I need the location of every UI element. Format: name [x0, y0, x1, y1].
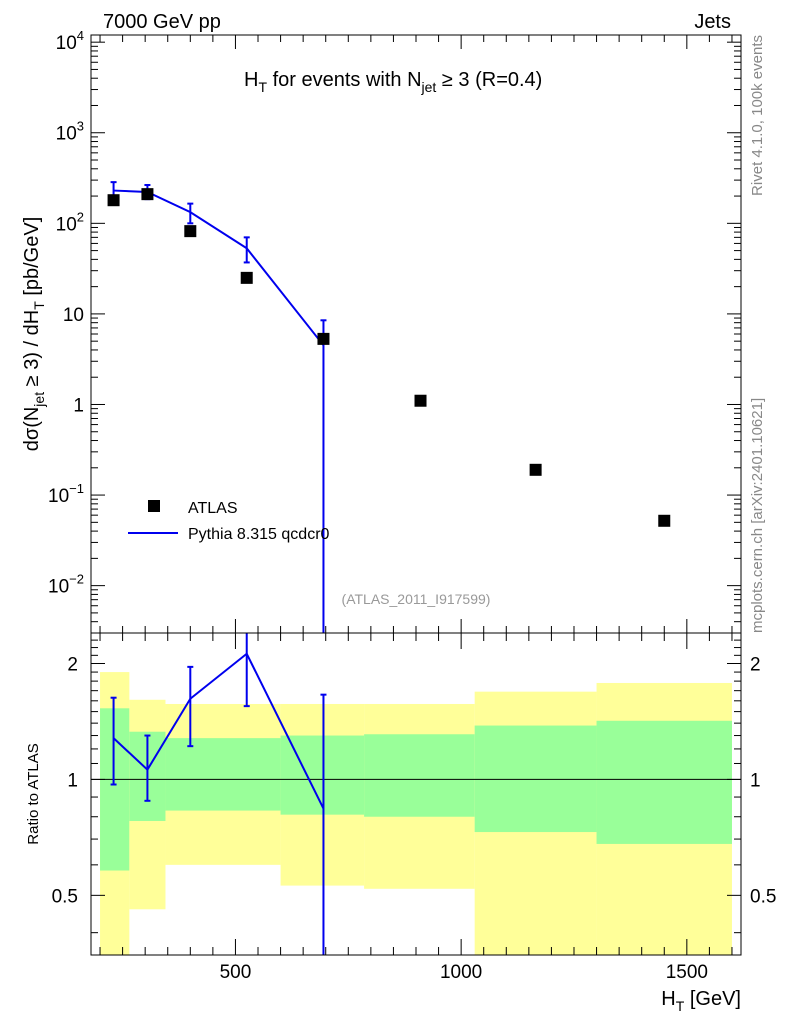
- ratio-y-tick-labels: 0.5 0.5 1 1 2 2: [52, 654, 777, 907]
- data-point: [658, 514, 671, 527]
- main-axis-ticks: [91, 35, 741, 634]
- main-panel: 10−2 10−1 1 10 102 103 104 HT for events with …: [21, 28, 742, 634]
- data-point: [529, 463, 542, 476]
- mcplots-reference-label: mcplots.cern.ch [arXiv:2401.10621]: [749, 398, 766, 633]
- y-tick-label: 1: [73, 395, 84, 416]
- y-tick-label: 102: [56, 209, 84, 235]
- x-axis-label: HT [GeV]: [661, 988, 741, 1014]
- ratio-y-tick-label-right: 0.5: [750, 886, 776, 907]
- mc-series-main: [110, 181, 327, 633]
- x-tick-label: 500: [220, 962, 252, 983]
- data-point: [184, 225, 197, 238]
- ratio-y-tick-label-right: 2: [750, 654, 761, 675]
- rivet-version-label: Rivet 4.1.0, 100k events: [749, 35, 766, 196]
- legend-mc-label: Pythia 8.315 qcdcr0: [188, 526, 330, 543]
- x-tick-label: 1500: [666, 962, 708, 983]
- x-tick-label: 1000: [440, 962, 482, 983]
- data-point: [414, 394, 427, 407]
- main-plot-frame: [90, 34, 742, 634]
- data-point: [107, 194, 120, 207]
- inner-uncertainty-band: [596, 720, 732, 844]
- x-tick-labels: 500 1000 1500: [220, 962, 708, 983]
- y-tick-label: 10−2: [48, 572, 84, 598]
- ratio-panel: 0.5 0.5 1 1 2 2 500 1000 1500 Ratio to ATLAS HT…: [25, 632, 777, 1014]
- legend: ATLAS Pythia 8.315 qcdcr0: [128, 500, 330, 543]
- inner-uncertainty-band: [100, 708, 130, 871]
- y-tick-label: 10: [63, 305, 84, 326]
- ratio-uncertainty-bands: [100, 672, 732, 955]
- mc-series-ratio: [110, 633, 327, 955]
- beam-energy-label: 7000 GeV pp: [103, 11, 221, 33]
- analysis-id-watermark: (ATLAS_2011_I917599): [342, 591, 491, 607]
- data-series-main: [107, 188, 671, 527]
- data-point: [141, 188, 154, 201]
- ratio-y-tick-label: 2: [67, 654, 78, 675]
- ratio-y-tick-label: 0.5: [52, 886, 78, 907]
- ratio-y-axis-label: Ratio to ATLAS: [25, 743, 42, 844]
- main-y-tick-labels: 10−2 10−1 1 10 102 103 104: [48, 28, 84, 597]
- plot-title: HT for events with Njet ≥ 3 (R=0.4): [244, 69, 542, 95]
- inner-uncertainty-band: [364, 734, 475, 817]
- y-tick-label: 103: [56, 119, 84, 145]
- ratio-y-tick-label: 1: [67, 770, 78, 791]
- inner-uncertainty-band: [474, 725, 597, 833]
- ratio-plot-frame: [90, 632, 742, 956]
- mc-line: [113, 189, 325, 346]
- main-y-axis-label: dσ(Njet ≥ 3) / dHT [pb/GeV]: [21, 217, 47, 452]
- legend-data-marker: [148, 500, 160, 512]
- y-tick-label: 104: [56, 28, 84, 54]
- data-point: [317, 332, 330, 345]
- legend-data-label: ATLAS: [188, 500, 238, 517]
- analysis-category-label: Jets: [694, 11, 731, 33]
- ratio-y-tick-label-right: 1: [750, 770, 761, 791]
- y-tick-label: 10−1: [48, 481, 84, 507]
- data-point: [240, 271, 253, 284]
- inner-uncertainty-band: [165, 738, 281, 811]
